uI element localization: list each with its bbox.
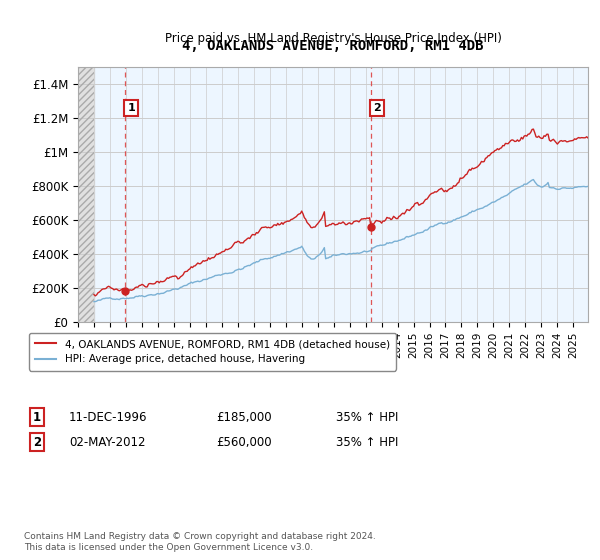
- Bar: [94, 67, 588, 322]
- Text: £185,000: £185,000: [216, 410, 272, 424]
- Bar: [78, 67, 94, 322]
- Text: 1: 1: [33, 410, 41, 424]
- Text: 11-DEC-1996: 11-DEC-1996: [69, 410, 148, 424]
- Text: 02-MAY-2012: 02-MAY-2012: [69, 436, 146, 449]
- Text: 4, OAKLANDS AVENUE, ROMFORD, RM1 4DB: 4, OAKLANDS AVENUE, ROMFORD, RM1 4DB: [182, 39, 484, 53]
- Legend: 4, OAKLANDS AVENUE, ROMFORD, RM1 4DB (detached house), HPI: Average price, detac: 4, OAKLANDS AVENUE, ROMFORD, RM1 4DB (de…: [29, 333, 396, 371]
- Text: 35% ↑ HPI: 35% ↑ HPI: [336, 410, 398, 424]
- Text: 2: 2: [373, 103, 381, 113]
- Bar: [78, 67, 94, 322]
- Text: 1: 1: [127, 103, 135, 113]
- Text: 2: 2: [33, 436, 41, 449]
- Title: Price paid vs. HM Land Registry's House Price Index (HPI): Price paid vs. HM Land Registry's House …: [164, 32, 502, 45]
- Text: Contains HM Land Registry data © Crown copyright and database right 2024.
This d: Contains HM Land Registry data © Crown c…: [24, 532, 376, 552]
- Text: £560,000: £560,000: [216, 436, 272, 449]
- Text: 35% ↑ HPI: 35% ↑ HPI: [336, 436, 398, 449]
